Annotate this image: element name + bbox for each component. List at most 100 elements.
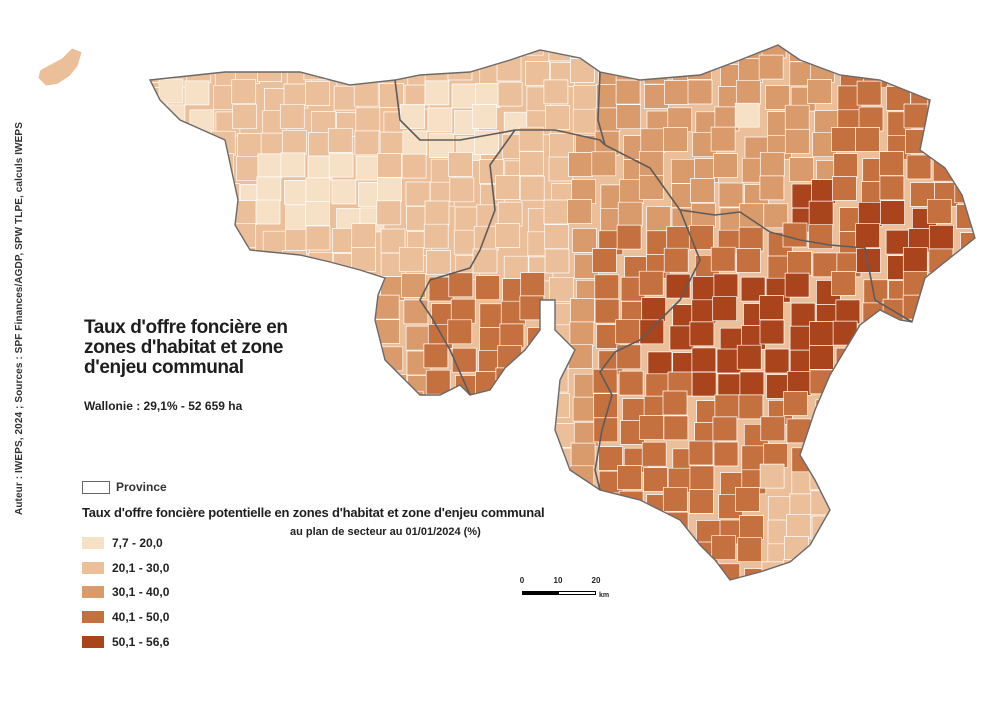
commune-area xyxy=(835,443,860,468)
commune-area xyxy=(379,131,405,157)
legend-class-2: 20,1 - 30,0 xyxy=(82,556,169,581)
commune-area xyxy=(909,589,933,613)
commune-area xyxy=(907,539,933,565)
commune-area xyxy=(374,54,400,80)
commune-area xyxy=(355,539,381,565)
commune-area xyxy=(809,321,834,346)
commune-area xyxy=(639,319,665,345)
commune-area xyxy=(236,45,262,62)
commune-area xyxy=(714,586,738,610)
commune-area xyxy=(283,83,309,109)
commune-area xyxy=(716,45,742,62)
commune-area xyxy=(188,420,214,446)
commune-area xyxy=(215,471,240,496)
commune-area xyxy=(311,447,337,473)
commune-area xyxy=(356,564,382,580)
commune-area xyxy=(641,297,667,323)
commune-area xyxy=(615,79,641,105)
commune-area xyxy=(954,418,975,443)
commune-area xyxy=(163,419,189,445)
commune-area xyxy=(286,446,312,472)
commune-area xyxy=(638,150,664,176)
commune-area xyxy=(424,80,450,106)
commune-area xyxy=(906,442,932,468)
commune-area xyxy=(666,226,692,252)
commune-area xyxy=(307,155,333,181)
commune-area xyxy=(524,516,550,542)
commune-area xyxy=(710,246,736,272)
commune-area xyxy=(839,471,865,497)
commune-area xyxy=(936,136,961,161)
commune-area xyxy=(572,84,598,110)
commune-area xyxy=(783,391,808,416)
commune-area xyxy=(215,375,241,401)
commune-area xyxy=(734,102,760,128)
map-title: Taux d'offre foncière en zones d'habitat… xyxy=(84,317,288,378)
commune-area xyxy=(643,587,667,611)
commune-area xyxy=(168,160,194,186)
commune-area xyxy=(182,462,208,488)
commune-area xyxy=(884,396,910,422)
commune-area xyxy=(312,424,337,449)
commune-area xyxy=(640,128,666,154)
legend-swatch-1 xyxy=(82,537,104,550)
commune-area xyxy=(473,225,499,251)
commune-area xyxy=(832,560,858,580)
commune-area xyxy=(668,588,692,612)
commune-area xyxy=(879,175,905,201)
commune-area xyxy=(984,304,1000,328)
commune-area xyxy=(150,128,162,154)
commune-area xyxy=(455,399,480,424)
commune-area xyxy=(497,201,523,227)
commune-area xyxy=(360,472,385,497)
legend-classes: 7,7 - 20,0 20,1 - 30,0 30,1 - 40,0 40,1 … xyxy=(82,531,169,654)
commune-area xyxy=(570,298,595,323)
commune-area xyxy=(375,319,400,344)
commune-area xyxy=(161,273,187,299)
commune-area xyxy=(880,464,906,490)
commune-area xyxy=(736,248,761,273)
commune-area xyxy=(544,224,570,250)
commune-area xyxy=(713,273,739,299)
commune-area xyxy=(935,399,961,425)
commune-area xyxy=(497,81,523,107)
commune-area xyxy=(183,175,208,200)
border-liege-luxembourg xyxy=(769,231,913,323)
commune-area xyxy=(879,343,905,369)
commune-area xyxy=(647,543,672,568)
commune-area xyxy=(238,446,264,472)
commune-area xyxy=(689,489,714,514)
commune-area xyxy=(377,177,402,202)
commune-area xyxy=(594,274,620,300)
commune-area xyxy=(640,45,666,58)
commune-area xyxy=(786,514,811,539)
province-legend-label: Province xyxy=(116,480,167,494)
commune-area xyxy=(571,515,597,541)
commune-area xyxy=(832,320,858,346)
commune-area xyxy=(359,423,384,448)
legend-class-5: 50,1 - 56,6 xyxy=(82,629,169,654)
scale-tick-10: 10 xyxy=(553,576,563,585)
commune-area xyxy=(712,296,738,322)
commune-area xyxy=(814,542,840,568)
commune-area xyxy=(739,371,765,397)
commune-area xyxy=(691,371,717,397)
commune-area xyxy=(859,395,884,420)
commune-area xyxy=(928,248,954,274)
commune-area xyxy=(714,394,740,420)
commune-area xyxy=(376,440,401,465)
commune-area xyxy=(811,179,836,204)
commune-area xyxy=(544,248,570,274)
commune-area xyxy=(744,568,769,580)
commune-area xyxy=(232,104,258,130)
legend-class-label-2: 20,1 - 30,0 xyxy=(112,560,170,575)
commune-area xyxy=(404,468,430,494)
commune-area xyxy=(351,391,377,417)
commune-area xyxy=(353,81,379,107)
commune-area xyxy=(187,563,213,580)
commune-area xyxy=(596,492,622,518)
legend-class-1: 7,7 - 20,0 xyxy=(82,531,169,556)
commune-area xyxy=(689,465,715,491)
commune-area xyxy=(548,276,574,302)
commune-area xyxy=(858,346,883,371)
